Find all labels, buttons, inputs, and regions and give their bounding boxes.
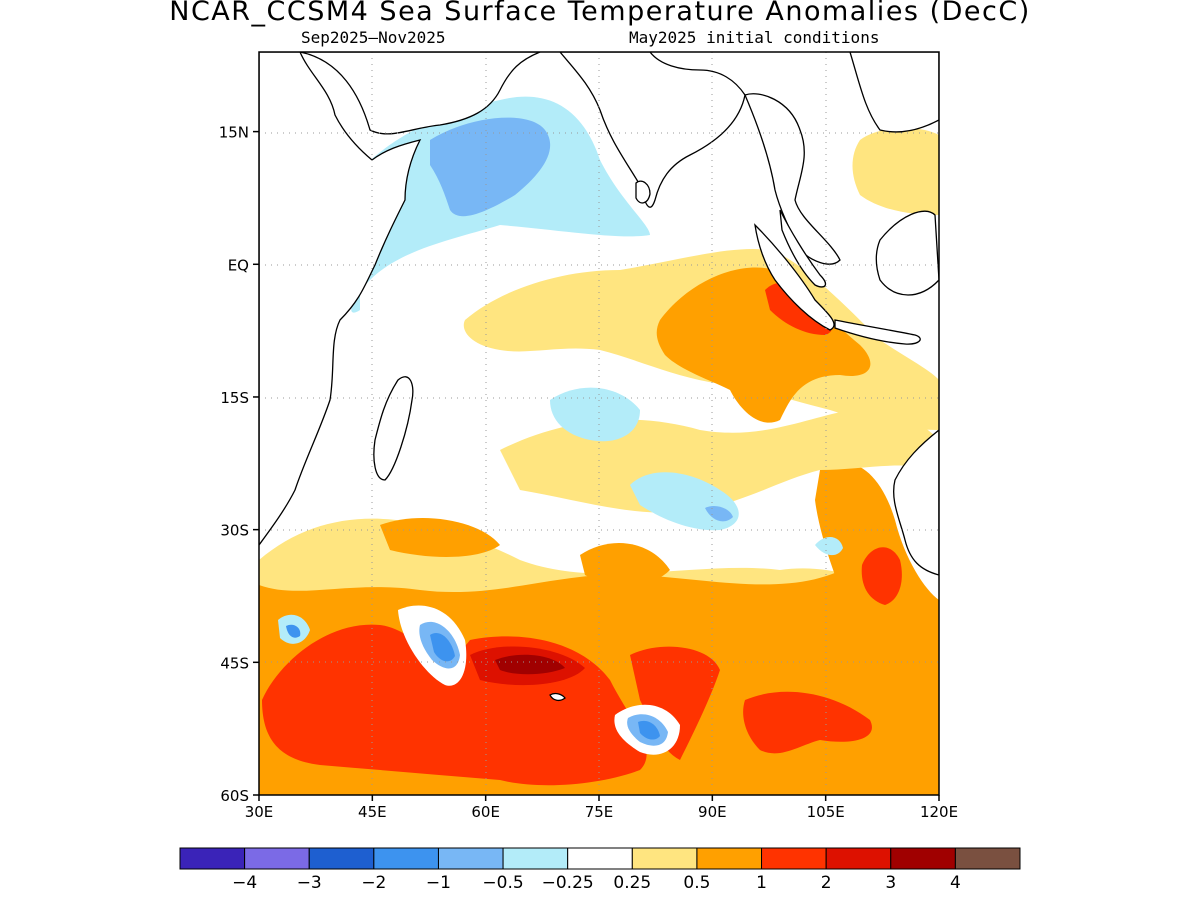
colorbar: −4 −3 −2 −1 −0.5 −0.25 0.25 0.5 1 2 3 4 bbox=[179, 847, 1021, 893]
madagascar bbox=[373, 376, 414, 481]
forecast-period: Sep2025–Nov2025 bbox=[301, 28, 446, 47]
anomaly-region-equatorial-orange bbox=[656, 267, 871, 423]
colorbar-label: −1 bbox=[426, 873, 451, 893]
lat-tick-label: EQ bbox=[228, 256, 249, 274]
india-coastline bbox=[559, 52, 746, 208]
colorbar-swatch bbox=[954, 847, 1021, 870]
arabia-coastline bbox=[299, 52, 541, 135]
lon-tick-label: 75E bbox=[585, 803, 614, 821]
colorbar-label: 0.5 bbox=[683, 873, 710, 893]
lon-tick-label: 45E bbox=[358, 803, 387, 821]
anomaly-region-arabian-cool-2 bbox=[430, 117, 551, 217]
sumatra bbox=[754, 223, 835, 331]
colorbar-swatch bbox=[244, 847, 310, 870]
anomaly-region-arabian-cool bbox=[351, 96, 650, 313]
anomaly-region-cool-sector-3 bbox=[638, 720, 660, 740]
borneo bbox=[875, 210, 939, 296]
lat-tick-label: 60S bbox=[220, 787, 249, 805]
colorbar-label: −4 bbox=[232, 873, 257, 893]
lat-tick-label: 30S bbox=[220, 522, 249, 540]
anomaly-region-sector-red bbox=[630, 646, 720, 760]
lat-tick-label: 15N bbox=[219, 124, 249, 142]
anomaly-region-southeast-red bbox=[743, 691, 872, 754]
java bbox=[834, 319, 921, 345]
australia-coastline bbox=[893, 429, 939, 576]
anomaly-region-cool-south-africa-3 bbox=[430, 632, 455, 662]
malay-peninsula bbox=[779, 209, 827, 288]
sri-lanka bbox=[635, 180, 651, 204]
southeast-asia bbox=[744, 93, 841, 265]
map-title: NCAR_CCSM4 Sea Surface Temperature Anoma… bbox=[169, 0, 1031, 27]
lat-tick-label: 45S bbox=[220, 654, 249, 672]
colorbar-swatch bbox=[696, 847, 763, 870]
anomaly-fields bbox=[259, 52, 939, 795]
colorbar-swatch bbox=[437, 847, 504, 870]
africa-coastline bbox=[259, 52, 422, 547]
colorbar-label: −0.5 bbox=[482, 873, 523, 893]
colorbar-swatch bbox=[631, 847, 698, 870]
colorbar-label: 0.25 bbox=[613, 873, 651, 893]
lon-tick-label: 90E bbox=[698, 803, 727, 821]
colorbar-label: 3 bbox=[885, 873, 896, 893]
colorbar-swatch bbox=[825, 847, 892, 870]
anomaly-region-kerguelen-4 bbox=[495, 654, 565, 675]
anomaly-region-south-central-cool-2 bbox=[705, 506, 733, 522]
colorbar-label: 2 bbox=[821, 873, 832, 893]
colorbar-swatch bbox=[567, 847, 633, 870]
lon-tick-label: 60E bbox=[471, 803, 500, 821]
colorbar-label: 1 bbox=[756, 873, 767, 893]
map-plot-area bbox=[259, 52, 939, 795]
colorbar-swatch bbox=[308, 847, 375, 870]
colorbar-swatch bbox=[373, 847, 439, 870]
anomaly-region-scs-yellow bbox=[852, 128, 939, 215]
initial-conditions: May2025 initial conditions bbox=[629, 28, 880, 47]
colorbar-swatch bbox=[761, 847, 827, 870]
lon-tick-label: 30E bbox=[245, 803, 274, 821]
colorbar-swatch bbox=[890, 847, 956, 870]
colorbar-label: 4 bbox=[950, 873, 961, 893]
colorbar-label: −0.25 bbox=[542, 873, 594, 893]
lon-tick-label: 120E bbox=[920, 803, 958, 821]
anomaly-region-east-cool bbox=[815, 537, 843, 556]
anomaly-region-mid-orange bbox=[380, 517, 500, 557]
anomaly-region-cool-west-2 bbox=[286, 624, 301, 638]
colorbar-swatch bbox=[502, 847, 569, 870]
land-masses bbox=[259, 52, 939, 702]
colorbar-label: −3 bbox=[297, 873, 322, 893]
colorbar-swatch bbox=[179, 847, 246, 870]
lat-tick-label: 15S bbox=[220, 389, 249, 407]
anomaly-region-wa-red bbox=[861, 547, 902, 605]
anomaly-region-central-cool bbox=[550, 387, 640, 442]
indochina bbox=[849, 52, 939, 133]
kerguelen-island bbox=[549, 692, 566, 702]
colorbar-label: −2 bbox=[361, 873, 386, 893]
lon-tick-label: 105E bbox=[807, 803, 845, 821]
anomaly-region-mid-orange-2 bbox=[580, 543, 670, 586]
